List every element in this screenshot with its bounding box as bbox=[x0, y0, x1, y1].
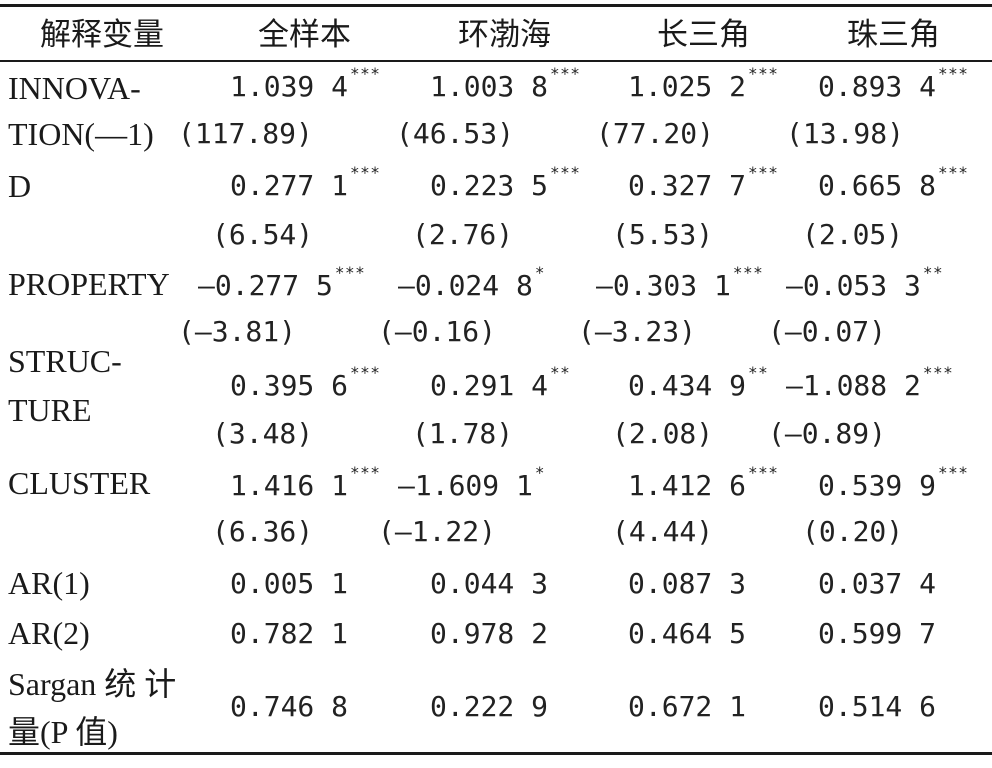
d-coef-full: 0.277 1 *** bbox=[230, 163, 381, 202]
structure-coef-full: 0.395 6 *** bbox=[230, 363, 381, 402]
ar1-pearl: 0.037 4 bbox=[818, 567, 937, 600]
header-pearl: 珠三角 bbox=[847, 17, 940, 53]
structure-t-bohai: (1.78) bbox=[412, 417, 514, 450]
innovation-coef-bohai: 1.003 8 *** bbox=[430, 64, 581, 103]
ar1-yangtze: 0.087 3 bbox=[628, 567, 747, 600]
innovation-t-yangtze: (77.20) bbox=[596, 117, 715, 150]
label-ar1: AR(1) bbox=[8, 565, 90, 601]
structure-coef-pearl: —1.088 2 *** bbox=[786, 363, 954, 402]
label-ar2: AR(2) bbox=[8, 615, 90, 651]
property-coef-yangtze: —0.303 1 *** bbox=[596, 263, 764, 302]
cluster-t-full: (6.36) bbox=[212, 515, 314, 548]
d-t-full: (6.54) bbox=[212, 218, 314, 251]
label-structure-line1: STRUC- bbox=[8, 343, 122, 379]
label-sargan-line1: Sargan 统 计 bbox=[8, 666, 177, 702]
innovation-t-bohai: (46.53) bbox=[396, 117, 515, 150]
ar2-bohai: 0.978 2 bbox=[430, 617, 549, 650]
cluster-t-pearl: (0.20) bbox=[802, 515, 904, 548]
innovation-t-pearl: (13.98) bbox=[786, 117, 905, 150]
label-property: PROPERTY bbox=[8, 266, 170, 302]
cluster-coef-bohai: —1.609 1 * bbox=[398, 463, 545, 502]
label-structure-line2: TURE bbox=[8, 392, 92, 428]
d-t-bohai: (2.76) bbox=[412, 218, 514, 251]
ar2-pearl: 0.599 7 bbox=[818, 617, 937, 650]
structure-t-yangtze: (2.08) bbox=[612, 417, 714, 450]
property-t-full: (—3.81) bbox=[178, 315, 297, 348]
property-t-bohai: (—0.16) bbox=[378, 315, 497, 348]
label-d: D bbox=[8, 168, 32, 204]
property-t-pearl: (—0.07) bbox=[768, 315, 887, 348]
significance-stars: *** bbox=[938, 463, 969, 482]
cluster-coef-full: 1.416 1 *** bbox=[230, 463, 381, 502]
significance-stars: *** bbox=[732, 263, 764, 282]
property-t-yangtze: (—3.23) bbox=[578, 315, 697, 348]
significance-stars: * bbox=[534, 463, 545, 482]
significance-stars: *** bbox=[334, 263, 366, 282]
d-coef-pearl: 0.665 8 *** bbox=[818, 163, 969, 202]
innovation-coef-pearl: 0.893 4 *** bbox=[818, 64, 969, 103]
cluster-coef-pearl: 0.539 9 *** bbox=[818, 463, 969, 502]
sargan-full: 0.746 8 bbox=[230, 690, 349, 723]
significance-stars: *** bbox=[748, 64, 779, 83]
table-top-rule bbox=[0, 4, 992, 7]
significance-stars: *** bbox=[350, 64, 381, 83]
significance-stars: *** bbox=[550, 64, 581, 83]
table-bottom-rule bbox=[0, 752, 992, 755]
header-yangtze: 长三角 bbox=[657, 17, 750, 53]
significance-stars: *** bbox=[938, 163, 969, 182]
ar1-full: 0.005 1 bbox=[230, 567, 349, 600]
label-cluster: CLUSTER bbox=[8, 465, 151, 501]
property-coef-bohai: —0.024 8 * bbox=[398, 263, 545, 302]
cluster-t-bohai: (—1.22) bbox=[378, 515, 497, 548]
d-t-yangtze: (5.53) bbox=[612, 218, 714, 251]
header-full-sample: 全样本 bbox=[258, 17, 351, 53]
significance-stars: * bbox=[534, 263, 545, 282]
cluster-t-yangtze: (4.44) bbox=[612, 515, 714, 548]
significance-stars: *** bbox=[748, 463, 779, 482]
d-t-pearl: (2.05) bbox=[802, 218, 904, 251]
significance-stars: *** bbox=[350, 463, 381, 482]
structure-t-full: (3.48) bbox=[212, 417, 314, 450]
d-coef-bohai: 0.223 5 *** bbox=[430, 163, 581, 202]
structure-coef-bohai: 0.291 4 ** bbox=[430, 363, 571, 402]
significance-stars: *** bbox=[748, 163, 779, 182]
significance-stars: *** bbox=[922, 363, 954, 382]
sargan-yangtze: 0.672 1 bbox=[628, 690, 747, 723]
cluster-coef-yangtze: 1.412 6 *** bbox=[628, 463, 779, 502]
significance-stars: *** bbox=[550, 163, 581, 182]
header-rule bbox=[0, 60, 992, 62]
significance-stars: ** bbox=[922, 263, 944, 282]
property-coef-full: —0.277 5 *** bbox=[198, 263, 366, 302]
property-coef-pearl: —0.053 3 ** bbox=[786, 263, 944, 302]
ar1-bohai: 0.044 3 bbox=[430, 567, 549, 600]
label-innovation-line2: TION(—1) bbox=[8, 116, 154, 152]
ar2-full: 0.782 1 bbox=[230, 617, 349, 650]
innovation-t-full: (117.89) bbox=[178, 117, 313, 150]
header-bohai: 环渤海 bbox=[458, 17, 551, 53]
significance-stars: ** bbox=[748, 363, 769, 382]
significance-stars: *** bbox=[350, 363, 381, 382]
significance-stars: ** bbox=[550, 363, 571, 382]
significance-stars: *** bbox=[938, 64, 969, 83]
innovation-coef-yangtze: 1.025 2 *** bbox=[628, 64, 779, 103]
d-coef-yangtze: 0.327 7 *** bbox=[628, 163, 779, 202]
sargan-pearl: 0.514 6 bbox=[818, 690, 937, 723]
structure-coef-yangtze: 0.434 9 ** bbox=[628, 363, 769, 402]
innovation-coef-full: 1.039 4 *** bbox=[230, 64, 381, 103]
sargan-bohai: 0.222 9 bbox=[430, 690, 549, 723]
significance-stars: *** bbox=[350, 163, 381, 182]
label-innovation-line1: INNOVA- bbox=[8, 70, 141, 106]
header-variable: 解释变量 bbox=[40, 17, 164, 53]
label-sargan-line2: 量(P 值) bbox=[8, 714, 118, 750]
structure-t-pearl: (—0.89) bbox=[768, 417, 887, 450]
ar2-yangtze: 0.464 5 bbox=[628, 617, 747, 650]
